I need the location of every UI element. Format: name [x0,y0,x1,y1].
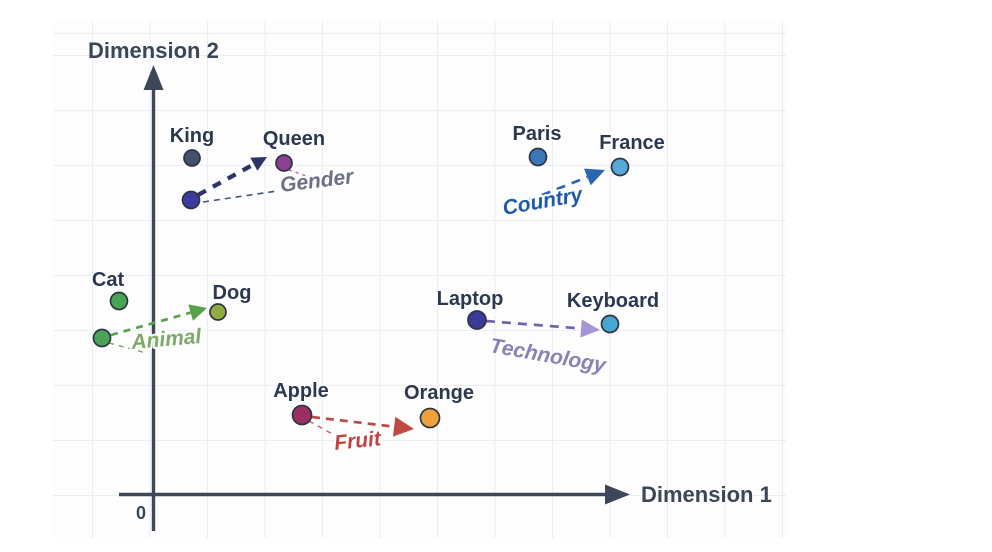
arrow-gender-head [250,157,267,171]
arrow-technology [485,319,582,330]
point-label-keyboard: Keyboard [567,290,659,312]
arrow-country [526,175,588,203]
annotation-country: Country [501,183,586,220]
point-label-dog: Dog [213,282,252,304]
point-orange [419,407,441,429]
point-king-2 [181,190,201,210]
point-cat-2 [92,328,112,348]
arrow-fruit-leader1 [308,420,344,441]
plot-area [53,21,786,538]
arrow-gender [196,162,255,197]
point-queen [275,154,293,172]
arrow-gender-leader1 [202,190,278,203]
point-dog [209,303,227,321]
x-axis-arrowhead [605,484,630,505]
axes: Dimension 2 Dimension 1 0 [88,38,772,531]
point-apple [291,404,313,426]
labels-layer: Gender Country Animal Technology Fruit King Qu… [90,122,666,457]
arrow-fruit [311,415,395,429]
point-king [183,149,201,167]
analogy-arrows-layer [108,157,605,441]
point-label-king: King [170,125,214,147]
x-axis-label: Dimension 1 [641,482,772,507]
origin-label: 0 [136,503,146,523]
point-cat [109,291,129,311]
arrow-animal-head [188,304,207,321]
point-label-queen: Queen [263,128,325,150]
arrow-country-head [584,168,605,186]
arrow-animal-leader1 [108,342,147,354]
annotation-fruit: Fruit [333,427,383,455]
y-axis-label: Dimension 2 [88,38,219,63]
point-label-paris: Paris [513,123,562,145]
annotation-animal: Animal [129,325,203,354]
arrow-fruit-head [392,416,414,437]
annotation-technology: Technology [488,334,609,377]
annotation-gender: Gender [279,165,357,197]
point-keyboard [600,314,620,334]
point-laptop [467,310,487,330]
point-label-orange: Orange [404,382,474,404]
arrow-technology-head [580,319,600,338]
points-layer [92,147,630,429]
point-paris [528,147,548,167]
point-label-france: France [599,132,665,154]
arrow-animal [110,311,192,337]
point-france [610,157,630,177]
point-label-cat: Cat [92,269,125,291]
point-label-laptop: Laptop [437,288,504,310]
point-label-apple: Apple [273,380,329,402]
y-axis-arrowhead [143,65,164,90]
